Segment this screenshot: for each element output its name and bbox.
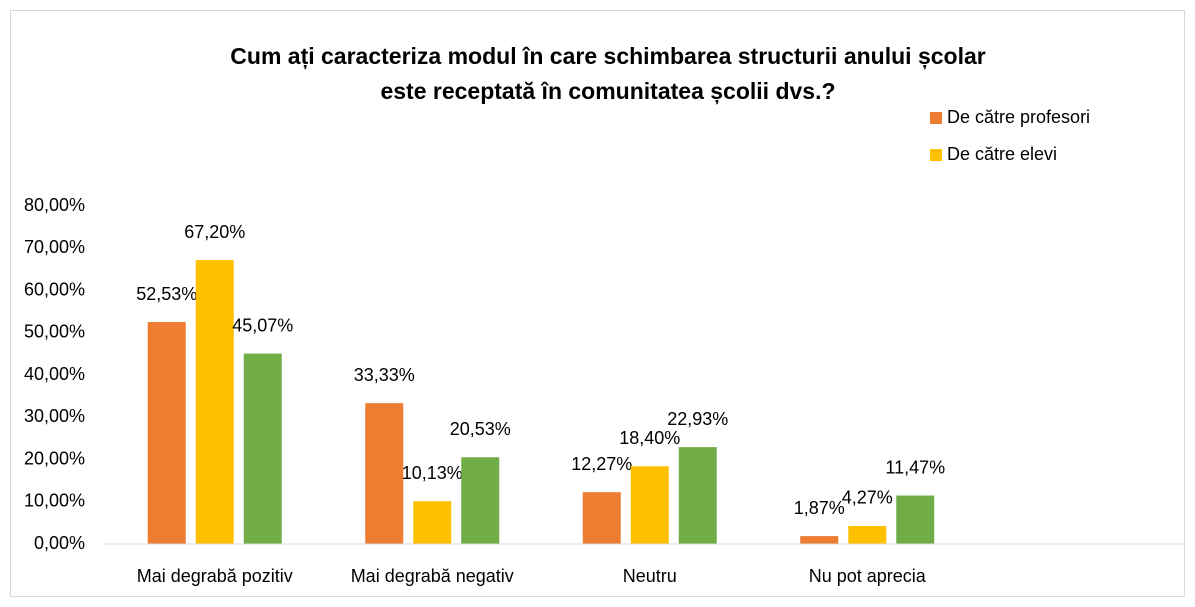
y-tick-label: 20,00% [24, 448, 85, 468]
value-label: 18,40% [619, 428, 680, 448]
legend-swatch [930, 112, 942, 124]
bar [195, 260, 234, 544]
chart-title: Cum ați caracteriza modul în care schimb… [230, 43, 985, 70]
x-tick-label: Nu pot aprecia [809, 566, 927, 586]
bar [243, 353, 282, 544]
bar [896, 495, 935, 544]
value-label: 45,07% [232, 315, 293, 335]
bar [461, 457, 500, 544]
y-tick-label: 30,00% [24, 406, 85, 426]
value-label: 4,27% [842, 488, 893, 508]
value-label: 52,53% [136, 284, 197, 304]
bar [678, 447, 717, 544]
y-tick-label: 50,00% [24, 322, 85, 342]
value-label: 22,93% [667, 409, 728, 429]
y-tick-label: 10,00% [24, 491, 85, 511]
value-label: 67,20% [184, 222, 245, 242]
y-tick-label: 70,00% [24, 237, 85, 257]
value-label: 33,33% [354, 365, 415, 385]
value-label: 11,47% [885, 457, 945, 477]
value-label: 12,27% [571, 454, 632, 474]
y-tick-label: 0,00% [34, 533, 85, 553]
x-tick-label: Mai degrabă pozitiv [137, 566, 293, 586]
bar [800, 536, 839, 544]
value-label: 1,87% [794, 498, 845, 518]
y-tick-label: 60,00% [24, 279, 85, 299]
legend-swatch [930, 149, 942, 161]
value-label: 20,53% [450, 419, 511, 439]
bar [365, 403, 404, 544]
x-tick-label: Mai degrabă negativ [351, 566, 514, 586]
bar [630, 466, 669, 544]
bar [147, 322, 186, 544]
bar [413, 501, 452, 544]
legend-label: De către profesori [947, 107, 1090, 127]
bar [582, 492, 621, 544]
y-tick-label: 40,00% [24, 364, 85, 384]
legend-label: De către elevi [947, 144, 1057, 164]
bar [848, 525, 887, 544]
chart-title: este receptată în comunitatea școlii dvs… [380, 78, 835, 105]
y-tick-label: 80,00% [24, 195, 85, 215]
value-label: 10,13% [402, 463, 463, 483]
x-tick-label: Neutru [623, 566, 677, 586]
